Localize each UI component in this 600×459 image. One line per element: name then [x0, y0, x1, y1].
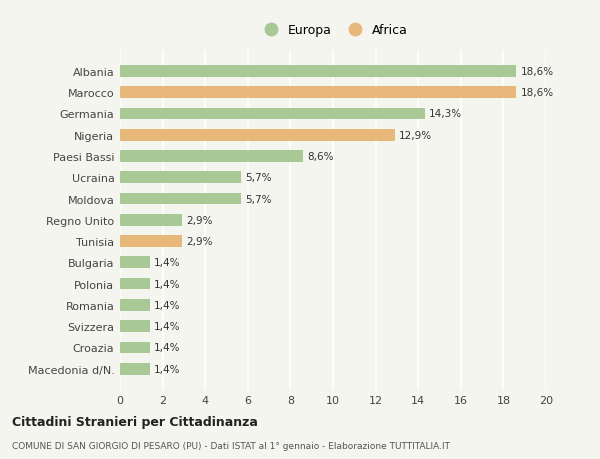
Bar	[120, 342, 150, 353]
Bar	[120, 66, 516, 78]
Bar	[120, 320, 150, 332]
Bar	[120, 257, 150, 269]
Bar	[120, 278, 150, 290]
Bar	[120, 193, 241, 205]
Text: 8,6%: 8,6%	[307, 151, 334, 162]
Text: 14,3%: 14,3%	[429, 109, 462, 119]
Bar	[120, 214, 182, 226]
Text: Cittadini Stranieri per Cittadinanza: Cittadini Stranieri per Cittadinanza	[12, 415, 258, 428]
Text: 5,7%: 5,7%	[245, 194, 272, 204]
Text: 1,4%: 1,4%	[154, 258, 181, 268]
Text: 5,7%: 5,7%	[245, 173, 272, 183]
Text: 1,4%: 1,4%	[154, 300, 181, 310]
Bar	[120, 108, 425, 120]
Bar	[120, 172, 241, 184]
Bar	[120, 129, 395, 141]
Text: 1,4%: 1,4%	[154, 364, 181, 374]
Bar	[120, 87, 516, 99]
Text: 2,9%: 2,9%	[186, 215, 212, 225]
Text: 1,4%: 1,4%	[154, 321, 181, 331]
Text: 2,9%: 2,9%	[186, 236, 212, 246]
Bar	[120, 299, 150, 311]
Legend: Europa, Africa: Europa, Africa	[253, 19, 413, 42]
Text: 1,4%: 1,4%	[154, 279, 181, 289]
Text: 1,4%: 1,4%	[154, 343, 181, 353]
Text: 18,6%: 18,6%	[520, 88, 554, 98]
Text: 12,9%: 12,9%	[399, 130, 432, 140]
Text: 18,6%: 18,6%	[520, 67, 554, 77]
Bar	[120, 236, 182, 247]
Bar	[120, 151, 303, 162]
Text: COMUNE DI SAN GIORGIO DI PESARO (PU) - Dati ISTAT al 1° gennaio - Elaborazione T: COMUNE DI SAN GIORGIO DI PESARO (PU) - D…	[12, 441, 450, 450]
Bar	[120, 363, 150, 375]
